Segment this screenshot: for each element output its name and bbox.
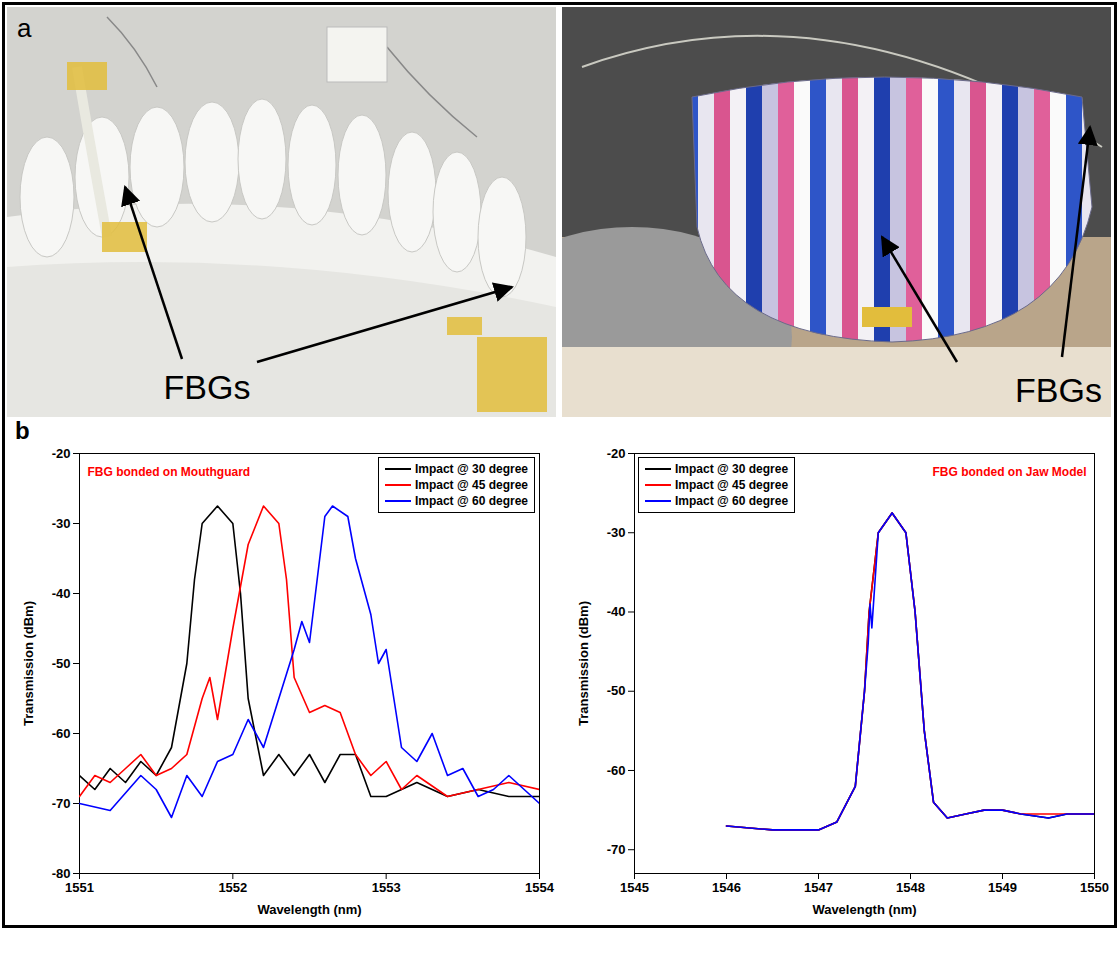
svg-text:-30: -30 — [52, 516, 71, 531]
svg-text:-40: -40 — [607, 604, 626, 619]
svg-text:-60: -60 — [52, 726, 71, 741]
svg-text:-20: -20 — [607, 446, 626, 461]
svg-text:-60: -60 — [607, 763, 626, 778]
svg-text:1550: 1550 — [1080, 880, 1109, 895]
html-text:Impact @ 60 degree: Impact @ 60 degree — [675, 494, 789, 508]
svg-text:-70: -70 — [607, 842, 626, 857]
html-text:Impact @ 30 degree: Impact @ 30 degree — [414, 462, 528, 476]
svg-text:1546: 1546 — [712, 880, 741, 895]
svg-text:1549: 1549 — [988, 880, 1017, 895]
svg-text:a: a — [17, 13, 32, 43]
svg-text:1554: 1554 — [525, 880, 555, 895]
svg-text:-40: -40 — [52, 586, 71, 601]
svg-text:1545: 1545 — [620, 880, 649, 895]
svg-text:1551: 1551 — [65, 880, 94, 895]
svg-text:1553: 1553 — [372, 880, 401, 895]
svg-text:-50: -50 — [607, 683, 626, 698]
svg-text:-50: -50 — [52, 656, 71, 671]
svg-text:-80: -80 — [52, 866, 71, 881]
svg-text:-30: -30 — [607, 525, 626, 540]
svg-text:-20: -20 — [52, 446, 71, 461]
svg-text:Transmission (dBm): Transmission (dBm) — [21, 601, 36, 726]
svg-text:FBGs: FBGs — [164, 368, 251, 406]
svg-text:Wavelength (nm): Wavelength (nm) — [812, 902, 916, 917]
html-text:Impact @ 45 degree: Impact @ 45 degree — [414, 478, 528, 492]
html-text:b: b — [15, 417, 30, 444]
svg-text:Transmission (dBm): Transmission (dBm) — [576, 601, 591, 726]
svg-text:1552: 1552 — [218, 880, 247, 895]
html-text:Impact @ 45 degree: Impact @ 45 degree — [675, 478, 789, 492]
svg-text:FBGs: FBGs — [1015, 371, 1102, 409]
html-text:Impact @ 60 degree: Impact @ 60 degree — [414, 494, 528, 508]
svg-text:FBG bonded on Mouthguard: FBG bonded on Mouthguard — [88, 465, 251, 479]
svg-text:1547: 1547 — [804, 880, 833, 895]
svg-text:Wavelength (nm): Wavelength (nm) — [257, 902, 361, 917]
svg-text:1548: 1548 — [896, 880, 925, 895]
svg-text:FBG bonded on Jaw Model: FBG bonded on Jaw Model — [933, 465, 1087, 479]
html-text:Impact @ 30 degree: Impact @ 30 degree — [675, 462, 789, 476]
svg-text:-70: -70 — [52, 796, 71, 811]
